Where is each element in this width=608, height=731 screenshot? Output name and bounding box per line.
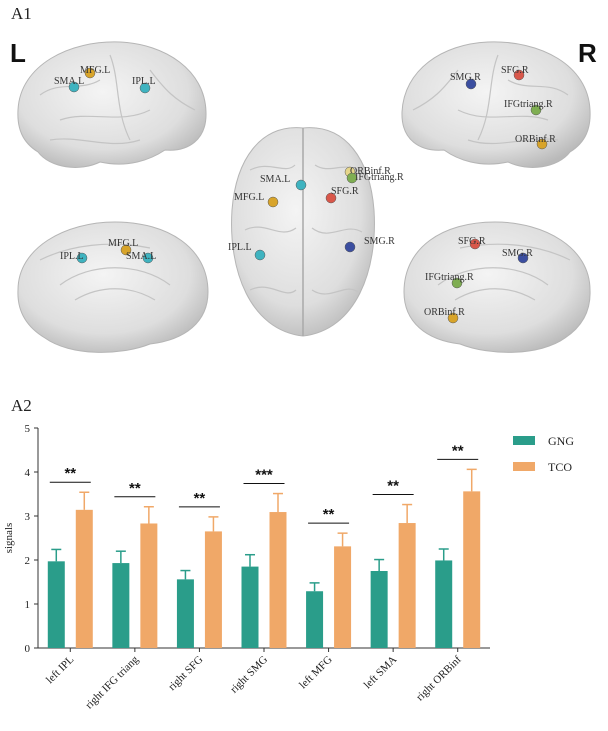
x-tick-label: right SMG: [228, 654, 270, 696]
legend-swatch-tco: [513, 462, 535, 471]
roi-sphere-right-medial-ifgtriang-r: [451, 277, 463, 289]
roi-sphere-dorsal-sfg-r: [325, 192, 337, 204]
significance-marker: **: [387, 478, 399, 495]
bar-tco-3: [269, 512, 287, 648]
roi-label-right-medial-orbinf-r: ORBinf.R: [424, 307, 465, 318]
significance-marker: **: [64, 465, 76, 482]
y-tick-label: 4: [25, 467, 31, 479]
y-tick-label: 2: [25, 555, 31, 567]
roi-sphere-right-lateral-ifgtriang-r: [530, 104, 542, 116]
roi-label-dorsal-ipl-l: IPL.L: [228, 242, 252, 253]
bar-tco-2: [204, 531, 222, 648]
roi-label-right-lateral-sfg-r: SFG.R: [501, 65, 529, 76]
bar-gng-0: [47, 561, 65, 648]
roi-label-right-lateral-smg-r: SMG.R: [450, 72, 481, 83]
roi-sphere-dorsal-sma-l: [295, 179, 307, 191]
roi-sphere-dorsal-mfg-l: [267, 196, 279, 208]
roi-sphere-dorsal-ifgtriang-r: [346, 172, 358, 184]
y-axis-label: signals: [3, 523, 15, 554]
roi-sphere-right-lateral-smg-r: [465, 78, 477, 90]
brain-dorsal: [231, 127, 375, 337]
roi-label-left-lateral-mfg-l: MFG.L: [80, 65, 110, 76]
y-tick-label: 0: [25, 643, 31, 655]
bar-gng-5: [370, 571, 388, 648]
roi-sphere-right-lateral-orbinf-r: [536, 138, 548, 150]
roi-sphere-left-lateral-sma-l: [68, 81, 80, 93]
roi-sphere-left-medial-ipl-l: [76, 252, 88, 264]
roi-label-right-lateral-orbinf-r: ORBinf.R: [515, 134, 556, 145]
x-tick-label: left SMA: [362, 654, 400, 692]
roi-label-left-medial-mfg-l: MFG.L: [108, 238, 138, 249]
legend-label-gng: GNG: [548, 434, 574, 448]
roi-label-dorsal-mfg-l: MFG.L: [234, 192, 264, 203]
roi-sphere-right-medial-sfg-r: [469, 238, 481, 250]
x-tick-label: right ORBinf: [414, 653, 464, 703]
roi-label-right-medial-smg-r: SMG.R: [502, 248, 533, 259]
bar-gng-6: [435, 560, 453, 648]
bar-tco-1: [140, 523, 158, 648]
x-tick-label: left IPL: [44, 653, 77, 686]
roi-label-dorsal-orbinf-r: ORBinf.R: [350, 166, 391, 177]
bar-tco-0: [75, 509, 93, 648]
roi-label-right-medial-sfg-r: SFG.R: [458, 236, 486, 247]
x-tick-label: right SFG: [166, 654, 205, 693]
bar-gng-4: [306, 591, 324, 648]
roi-label-right-medial-ifgtriang-r: IFGtriang.R: [425, 272, 474, 283]
significance-marker: **: [323, 506, 335, 523]
bar-gng-2: [176, 579, 194, 648]
roi-label-dorsal-sfg-r: SFG.R: [331, 186, 359, 197]
roi-sphere-right-medial-smg-r: [517, 252, 529, 264]
left-hemisphere-label: L: [10, 38, 26, 68]
right-hemisphere-label: R: [578, 38, 597, 68]
roi-sphere-left-lateral-ipl-l: [139, 82, 151, 94]
significance-marker: **: [194, 490, 206, 507]
roi-sphere-left-lateral-mfg-l: [84, 67, 96, 79]
significance-marker: **: [129, 480, 141, 497]
roi-label-dorsal-ifgtriang-r: IFGtriang.R: [355, 172, 404, 183]
x-tick-label: left MFG: [297, 654, 335, 692]
roi-label-right-lateral-ifgtriang-r: IFGtriang.R: [504, 99, 553, 110]
legend-swatch-gng: [513, 436, 535, 445]
bar-gng-1: [112, 563, 130, 648]
panel-label-a2: A2: [11, 396, 32, 415]
brain-right-lateral: [401, 41, 591, 168]
roi-label-left-lateral-ipl-l: IPL.L: [132, 76, 156, 87]
significance-marker: **: [452, 442, 464, 459]
roi-label-dorsal-sma-l: SMA.L: [260, 174, 290, 185]
x-tick-label: right IFG triang: [83, 653, 141, 711]
bar-gng-3: [241, 566, 259, 648]
roi-sphere-dorsal-smg-r: [344, 241, 356, 253]
panel-label-a1: A1: [11, 4, 32, 23]
roi-label-dorsal-smg-r: SMG.R: [364, 236, 395, 247]
roi-sphere-right-lateral-sfg-r: [513, 69, 525, 81]
brain-left-medial: [17, 221, 209, 353]
roi-sphere-left-medial-mfg-l: [120, 244, 132, 256]
roi-sphere-left-medial-sma-l: [142, 252, 154, 264]
roi-sphere-dorsal-ipl-l: [254, 249, 266, 261]
bar-tco-4: [334, 546, 352, 648]
significance-marker: ***: [255, 467, 273, 484]
y-tick-label: 1: [25, 599, 31, 611]
roi-label-left-medial-ipl-l: IPL.L: [60, 251, 84, 262]
legend-label-tco: TCO: [548, 460, 572, 474]
roi-label-left-medial-sma-l: SMA.L: [126, 251, 156, 262]
y-tick-label: 5: [25, 423, 31, 435]
bar-tco-5: [398, 523, 416, 648]
roi-label-left-lateral-sma-l: SMA.L: [54, 76, 84, 87]
bar-tco-6: [463, 491, 481, 648]
y-tick-label: 3: [25, 511, 31, 523]
roi-sphere-right-medial-orbinf-r: [447, 312, 459, 324]
